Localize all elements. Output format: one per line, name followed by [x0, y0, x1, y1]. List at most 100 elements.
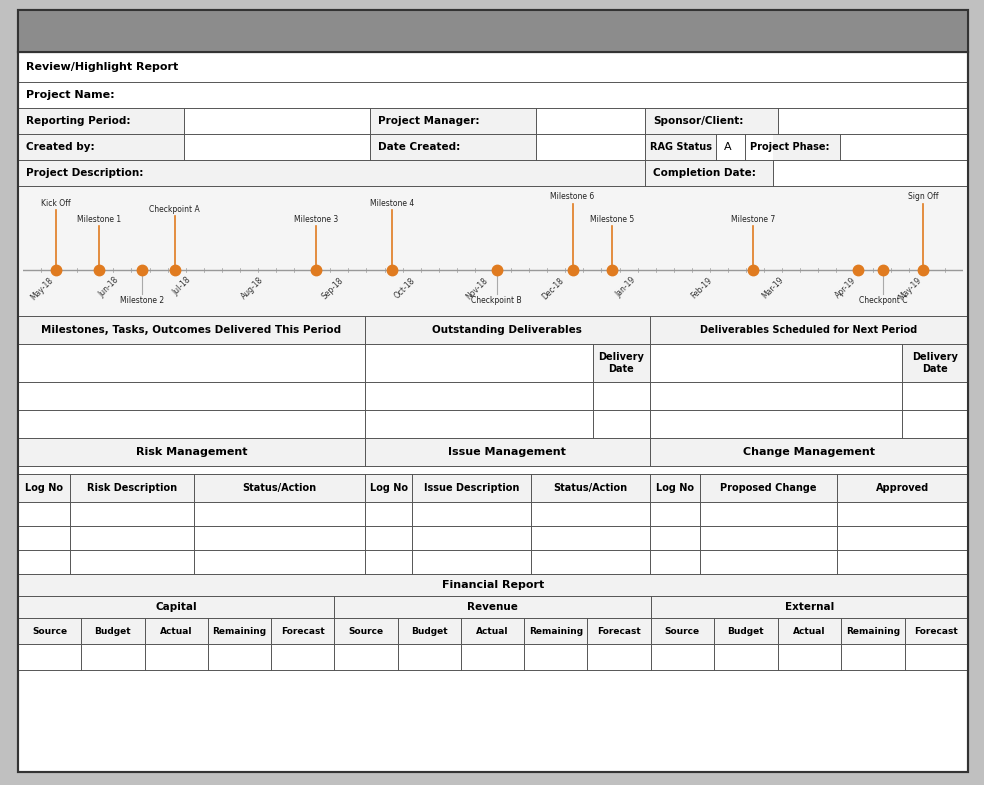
Bar — [592, 344, 649, 382]
Bar — [18, 160, 968, 186]
Bar — [18, 596, 968, 618]
Text: Actual: Actual — [160, 626, 193, 636]
Text: Risk Description: Risk Description — [87, 483, 177, 493]
Text: Aug-18: Aug-18 — [239, 276, 266, 301]
Text: Outstanding Deliverables: Outstanding Deliverables — [432, 325, 583, 335]
Text: Remaining: Remaining — [845, 626, 900, 636]
Text: Checkpoint B: Checkpoint B — [471, 296, 522, 305]
Text: Financial Report: Financial Report — [442, 580, 544, 590]
Text: Actual: Actual — [793, 626, 826, 636]
Text: Project Review Template: Project Review Template — [366, 21, 620, 41]
Bar — [18, 186, 968, 316]
Text: Log No: Log No — [656, 483, 694, 493]
Text: Dec-18: Dec-18 — [540, 276, 565, 301]
Text: Change Management: Change Management — [743, 447, 875, 457]
Text: External: External — [784, 602, 834, 612]
Text: Delivery
Date: Delivery Date — [912, 352, 957, 374]
Text: Capital: Capital — [155, 602, 197, 612]
Text: Forecast: Forecast — [280, 626, 325, 636]
Bar — [184, 108, 370, 134]
Text: Forecast: Forecast — [597, 626, 641, 636]
Bar — [18, 382, 968, 410]
Bar — [18, 474, 968, 502]
Bar — [18, 466, 968, 474]
Text: Milestone 6: Milestone 6 — [550, 192, 594, 202]
Text: RAG Status: RAG Status — [650, 142, 712, 152]
Bar — [745, 134, 839, 160]
Bar — [18, 618, 968, 644]
Text: Budget: Budget — [94, 626, 131, 636]
Text: Remaining: Remaining — [528, 626, 583, 636]
Bar — [18, 10, 968, 52]
Text: Source: Source — [665, 626, 700, 636]
Text: Forecast: Forecast — [914, 626, 958, 636]
Text: Issue Description: Issue Description — [424, 483, 520, 493]
Text: Delivery
Date: Delivery Date — [598, 352, 645, 374]
Bar — [18, 644, 968, 670]
Text: Sponsor/Client:: Sponsor/Client: — [653, 116, 743, 126]
Bar — [18, 502, 968, 526]
Text: Kick Off: Kick Off — [40, 199, 70, 208]
Text: Feb-19: Feb-19 — [689, 276, 713, 301]
Text: Review/Highlight Report: Review/Highlight Report — [26, 62, 178, 72]
Text: Status/Action: Status/Action — [553, 483, 628, 493]
Text: Budget: Budget — [727, 626, 765, 636]
Text: Jul-18: Jul-18 — [171, 276, 193, 298]
Bar — [18, 410, 968, 438]
Text: Nov-18: Nov-18 — [464, 276, 489, 301]
Text: Source: Source — [32, 626, 67, 636]
Bar — [18, 344, 968, 382]
Text: Actual: Actual — [476, 626, 509, 636]
Bar — [18, 526, 968, 550]
Text: Created by:: Created by: — [26, 142, 94, 152]
Bar — [18, 108, 968, 134]
Text: Risk Management: Risk Management — [136, 447, 247, 457]
Text: Milestone 1: Milestone 1 — [77, 214, 121, 224]
Text: Proposed Change: Proposed Change — [720, 483, 817, 493]
Bar — [18, 438, 968, 466]
Bar — [716, 134, 745, 160]
Text: Mar-19: Mar-19 — [761, 276, 786, 301]
Text: Milestones, Tasks, Outcomes Delivered This Period: Milestones, Tasks, Outcomes Delivered Th… — [41, 325, 341, 335]
Text: Milestone 5: Milestone 5 — [590, 214, 635, 224]
Bar — [839, 134, 968, 160]
Text: Status/Action: Status/Action — [242, 483, 316, 493]
Bar — [901, 344, 968, 382]
Text: Completion Date:: Completion Date: — [653, 168, 756, 178]
Text: Reporting Period:: Reporting Period: — [26, 116, 131, 126]
Text: Issue Management: Issue Management — [449, 447, 566, 457]
Bar — [18, 550, 968, 574]
Text: Revenue: Revenue — [467, 602, 518, 612]
Text: Milestone 7: Milestone 7 — [731, 214, 775, 224]
Text: Oct-18: Oct-18 — [393, 276, 417, 300]
Bar — [745, 134, 773, 160]
Text: A: A — [724, 142, 732, 152]
Text: Milestone 4: Milestone 4 — [370, 199, 414, 208]
Bar — [773, 160, 968, 186]
Text: Approved: Approved — [876, 483, 929, 493]
Bar — [18, 134, 968, 160]
Text: Apr-19: Apr-19 — [833, 276, 858, 300]
Bar — [18, 574, 968, 596]
Text: May-18: May-18 — [30, 276, 55, 301]
Bar — [18, 316, 968, 344]
Text: Log No: Log No — [26, 483, 63, 493]
Bar — [184, 134, 370, 160]
Bar — [778, 108, 968, 134]
Text: Log No: Log No — [370, 483, 407, 493]
Text: Sign Off: Sign Off — [908, 192, 939, 202]
Text: Project Manager:: Project Manager: — [378, 116, 479, 126]
Text: May-19: May-19 — [897, 276, 923, 302]
Text: Checkpont C: Checkpont C — [859, 296, 907, 305]
Text: Checkpoint A: Checkpoint A — [150, 205, 200, 214]
Text: Sep-18: Sep-18 — [320, 276, 344, 301]
Text: Project Phase:: Project Phase: — [750, 142, 830, 152]
Bar — [535, 108, 645, 134]
Bar — [535, 134, 645, 160]
Text: Date Created:: Date Created: — [378, 142, 460, 152]
Bar — [18, 10, 968, 52]
Text: Jun-18: Jun-18 — [97, 276, 121, 299]
Text: Remaining: Remaining — [213, 626, 267, 636]
Text: Jan-19: Jan-19 — [614, 276, 638, 299]
Text: Project Review Template: Project Review Template — [366, 21, 620, 41]
